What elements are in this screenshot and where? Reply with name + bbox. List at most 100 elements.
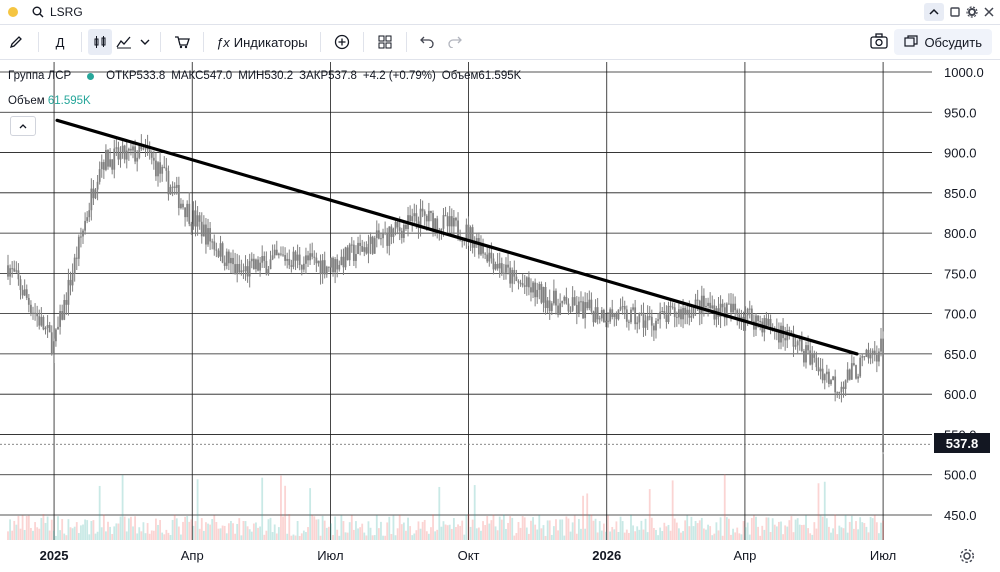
candle-body [40,316,43,326]
interval-button[interactable]: Д [55,34,65,50]
collapse-legend-button[interactable] [10,116,36,136]
volume-label: Объем [8,95,45,107]
candle-body [632,307,634,310]
add-circle-icon[interactable] [327,29,357,55]
volume-bar [363,532,366,540]
volume-bar [280,475,282,540]
candle-body [692,305,695,317]
candle-body [294,251,297,261]
pencil-icon[interactable] [0,29,32,55]
settings-icon[interactable] [959,548,975,564]
candle-body [271,255,274,260]
price-chart[interactable]: 1000.0 950.0 900.0 850.0 800.0 750.0 700.0 650.… [0,60,1000,572]
volume-bar [140,531,143,540]
candle-body [250,258,253,262]
layout-grid-icon[interactable] [370,29,400,55]
volume-bar [242,521,245,540]
candle-body [211,241,214,243]
volume-bar [146,523,149,540]
candle-body [263,256,266,261]
candle-body [755,315,757,330]
candle-body [642,312,645,328]
candle-body [811,354,814,365]
volume-bar [332,535,334,540]
volume-bar [7,531,9,540]
volume-bar [815,528,818,540]
candle-body [867,349,870,359]
candle-body [190,223,193,227]
maximize-icon[interactable] [950,7,960,17]
candle-body [44,327,47,330]
volume-bar [584,528,587,540]
volume-bar [288,514,291,540]
cart-icon[interactable] [167,29,197,55]
camera-icon[interactable] [870,33,888,49]
volume-bar [227,523,230,540]
volume-bar [600,530,603,540]
candle-body [86,217,89,221]
candle-body [875,354,878,362]
candle-body [425,215,428,222]
volume-bar [425,531,428,540]
candle-body [665,314,668,322]
candle-body [880,338,882,352]
volume-bar [663,522,666,540]
candle-body [803,350,805,363]
candle-body [703,295,705,307]
volume-bar [38,528,41,540]
volume-bar [298,535,301,540]
chevron-up-icon[interactable] [924,3,944,21]
candle-body [650,316,653,326]
candle-body [525,277,528,287]
candle-body [486,254,489,262]
volume-bar [100,527,103,540]
candle-body [65,300,68,305]
close-icon[interactable] [984,7,994,17]
candle-body [846,369,849,381]
candles-icon[interactable] [88,29,112,55]
candle-body [259,262,262,271]
x-tick-label: Июл [317,548,343,563]
volume-bar [367,521,370,540]
volume-bar [596,532,599,540]
candle-body [88,210,91,218]
volume-bar [536,529,539,540]
volume-bar [442,521,445,540]
volume-bar [211,519,214,540]
volume-bar [559,519,562,540]
candle-body [707,302,709,306]
volume-bar [836,534,839,540]
volume-bar [828,526,830,540]
undo-icon[interactable] [413,29,441,55]
volume-bar [623,532,626,540]
volume-bar [680,532,682,540]
candle-body [467,224,470,241]
volume-bar [490,520,493,540]
volume-bar [577,519,580,540]
volume-bar [607,515,609,540]
volume-bar [419,528,422,540]
candle-body [490,252,493,259]
volume-bar [825,518,828,540]
volume-bar [373,535,376,540]
volume-bar [194,521,197,540]
area-chart-icon[interactable] [112,29,136,55]
candle-body [273,249,276,256]
volume-bar [517,522,520,540]
candle-body [857,376,859,379]
volume-bar [361,523,364,540]
gear-icon[interactable] [966,6,978,18]
symbol-search[interactable]: LSRG [32,3,83,21]
volume-bar [175,518,178,540]
candle-body [686,309,689,315]
volume-bar [500,519,503,540]
candle-body [471,227,474,248]
volume-bar [540,528,543,540]
discuss-button[interactable]: Обсудить [894,29,992,55]
redo-icon[interactable] [441,29,469,55]
volume-bar [684,520,687,540]
chevron-down-icon[interactable] [136,29,154,55]
candle-body [542,286,545,303]
indicators-button[interactable]: ƒx Индикаторы [210,29,314,55]
volume-bar [215,522,218,540]
